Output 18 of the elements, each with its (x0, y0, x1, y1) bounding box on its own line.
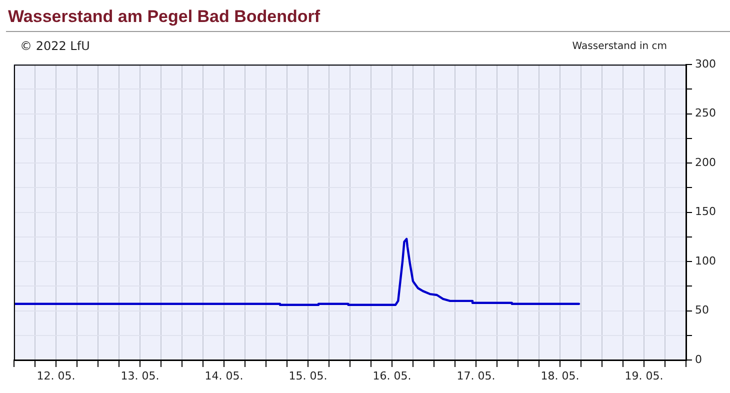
y-tick-label: 150 (695, 205, 716, 218)
chart-title: Wasserstand am Pegel Bad Bodendorf (8, 7, 320, 27)
y-axis-title: Wasserstand in cm (572, 41, 667, 52)
x-tick-label: 19. 05. (624, 369, 664, 382)
y-tick-label: 300 (695, 57, 716, 70)
y-tick-label: 100 (695, 254, 716, 268)
y-tick-label: 0 (695, 352, 702, 366)
y-tick-label: 50 (695, 304, 709, 317)
x-tick-label: 16. 05. (372, 369, 412, 382)
x-tick-label: 12. 05. (36, 369, 76, 382)
x-tick-label: 14. 05. (204, 369, 244, 382)
x-tick-label: 15. 05. (288, 369, 328, 382)
x-tick-label: 13. 05. (120, 369, 160, 382)
text: © 2022 LfU (20, 39, 90, 53)
x-tick-label: 17. 05. (456, 369, 496, 382)
y-tick-label: 250 (695, 106, 716, 120)
x-tick-label: 18. 05. (540, 369, 580, 382)
y-tick-label: 200 (695, 156, 716, 169)
